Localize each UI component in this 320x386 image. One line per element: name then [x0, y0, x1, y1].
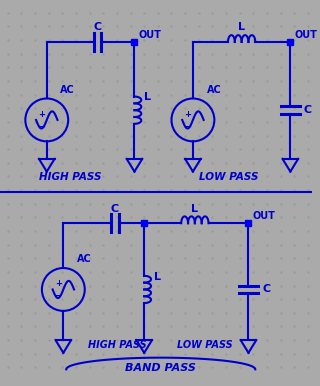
- Text: +: +: [185, 110, 192, 119]
- Text: AC: AC: [77, 254, 92, 264]
- Text: C: C: [93, 22, 101, 32]
- Text: L: L: [144, 92, 151, 102]
- Text: BAND PASS: BAND PASS: [125, 363, 196, 373]
- Text: −: −: [184, 122, 192, 132]
- Text: HIGH PASS: HIGH PASS: [88, 340, 146, 350]
- Text: AC: AC: [60, 85, 75, 95]
- Text: C: C: [262, 284, 270, 295]
- Text: AC: AC: [206, 85, 221, 95]
- Text: OUT: OUT: [138, 30, 161, 40]
- Text: OUT: OUT: [252, 211, 275, 221]
- Text: −: −: [38, 122, 46, 132]
- Text: −: −: [54, 291, 62, 301]
- Text: L: L: [154, 272, 161, 282]
- Text: C: C: [304, 105, 312, 115]
- Text: LOW PASS: LOW PASS: [177, 340, 232, 350]
- Text: +: +: [38, 110, 45, 119]
- Text: +: +: [55, 279, 62, 288]
- Text: L: L: [191, 203, 198, 213]
- Text: L: L: [238, 22, 245, 32]
- Text: LOW PASS: LOW PASS: [199, 172, 259, 182]
- Text: HIGH PASS: HIGH PASS: [39, 172, 101, 182]
- Text: OUT: OUT: [294, 30, 317, 40]
- Text: C: C: [111, 203, 119, 213]
